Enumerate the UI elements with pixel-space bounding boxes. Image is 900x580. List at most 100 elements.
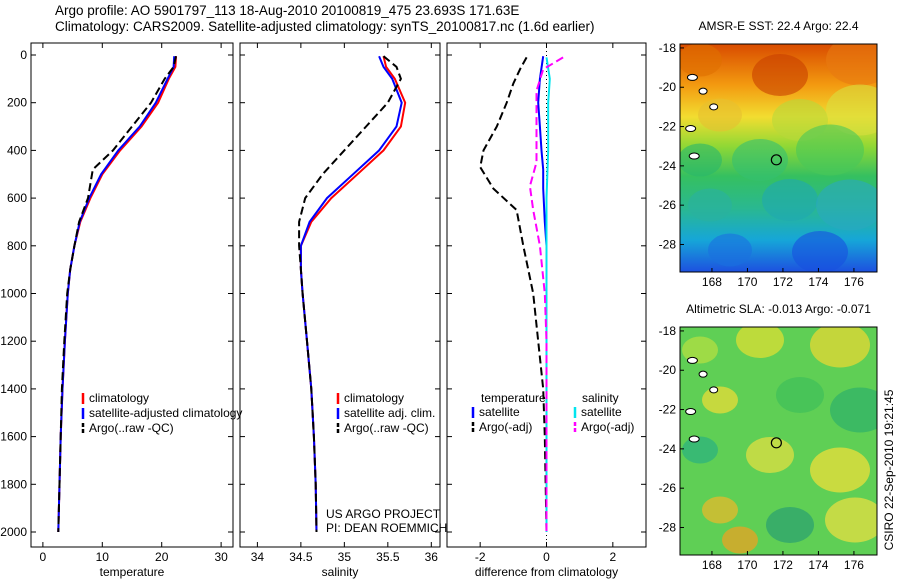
sla-texture-patch (736, 327, 784, 358)
depth-tick-label: 1000 (0, 287, 27, 301)
temperature-xtick-label: 20 (155, 550, 169, 564)
difference-xtick-label: 0 (543, 550, 550, 564)
diff-legend-temperature-title: temperature (481, 391, 546, 405)
sst-texture-patch (762, 179, 818, 221)
depth-tick-label: 1400 (0, 382, 27, 396)
sst-texture-patch (680, 44, 722, 77)
sla-texture-patch (702, 496, 738, 524)
depth-tick-label: 800 (7, 239, 27, 253)
island-shape (686, 356, 698, 364)
diff-legend-sal-argo-label: Argo(-adj) (581, 420, 634, 434)
sst-texture-patch (816, 179, 877, 231)
sst-map-xtick-label: 168 (702, 275, 722, 289)
sla-texture-patch (682, 336, 718, 364)
header-line-2: Climatology: CARS2009. Satellite-adjuste… (55, 19, 595, 34)
salinity-xlabel: salinity (322, 565, 359, 579)
sla-map-xtick-label: 176 (844, 558, 864, 572)
island-shape (685, 408, 697, 416)
sst-map-field (680, 44, 877, 272)
temperature-legend-2-label: Argo(..raw -QC) (89, 421, 174, 435)
depth-tick-label: 0 (20, 48, 27, 62)
salinity-legend-1-label: satellite adj. clim. (344, 406, 435, 420)
salinity-xtick-label: 36 (425, 550, 439, 564)
temperature-axes-frame (30, 42, 234, 548)
depth-tick-label: 1600 (0, 430, 27, 444)
sla-map-ytick-label: -20 (659, 363, 677, 377)
temperature-xtick-label: 30 (214, 550, 228, 564)
sla-texture-patch (776, 377, 824, 413)
sla-texture-patch (682, 436, 718, 464)
salinity-xtick-label: 35 (338, 550, 352, 564)
island-shape (698, 370, 708, 378)
sla-map-ytick-label: -22 (659, 403, 677, 417)
sla-texture-patch (766, 507, 814, 543)
temperature-xlabel: temperature (100, 565, 165, 579)
salinity-legend-0-label: climatology (344, 391, 404, 405)
sst-map-xtick-label: 172 (773, 275, 793, 289)
argo-profile-marker (770, 437, 782, 449)
sst-map-panel: AMSR-E SST: 22.4 Argo: 22.4 168 170 172 174 1… (659, 19, 878, 289)
sst-texture-patch (752, 54, 808, 96)
sla-texture-patch (810, 327, 870, 368)
difference-series-line (528, 56, 564, 532)
sst-texture-patch (732, 139, 788, 181)
salinity-axes-frame (239, 42, 441, 548)
island-shape (698, 87, 708, 95)
temperature-legend-1-label: satellite-adjusted climatology (89, 406, 242, 420)
salinity-legend-2-label: Argo(..raw -QC) (344, 421, 429, 435)
sla-texture-patch (810, 447, 870, 493)
difference-xtick-label: -2 (475, 550, 486, 564)
depth-tick-label: 1800 (0, 477, 27, 491)
temperature-legend-0-label: climatology (89, 391, 149, 405)
island-shape (709, 103, 719, 111)
sst-map-ytick-label: -28 (659, 237, 677, 251)
sla-map-ytick-label: -26 (659, 481, 677, 495)
sla-texture-patch (702, 386, 738, 414)
diff-legend-temp-satellite-label: satellite (479, 405, 520, 419)
sst-map-ytick-label: -24 (659, 159, 677, 173)
difference-xtick-label: 2 (609, 550, 616, 564)
sst-map-ytick-label: -26 (659, 198, 677, 212)
diff-legend-sal-satellite-label: satellite (581, 405, 622, 419)
sla-map-frame (679, 326, 878, 556)
sst-map-xtick-label: 176 (844, 275, 864, 289)
sla-map-panel: Altimetric SLA: -0.013 Argo: -0.071 168 17… (659, 302, 878, 572)
sla-map-xtick-label: 172 (773, 558, 793, 572)
sst-map-frame (679, 43, 878, 273)
temperature-panel: 0 10 20 30 temperature 0 200 400 600 800 1000 1200 1… (0, 42, 234, 579)
sla-map-ytick-label: -18 (659, 324, 677, 338)
island-shape (688, 152, 700, 160)
diff-legend-temp-argo-label: Argo(-adj) (479, 420, 532, 434)
sla-map-title: Altimetric SLA: -0.013 Argo: -0.071 (686, 302, 871, 316)
sst-map-title: AMSR-E SST: 22.4 Argo: 22.4 (698, 19, 858, 33)
difference-series-line (479, 56, 548, 533)
header-line-1: Argo profile: AO 5901797_113 18-Aug-2010… (55, 3, 520, 18)
sla-texture-patch (825, 497, 877, 543)
sst-texture-patch (680, 143, 722, 177)
sla-map-field (680, 327, 877, 555)
salinity-panel: 34 34.5 35 35.5 36 salinity (239, 42, 441, 579)
project-note-line-2: PI: DEAN ROEMMICH (326, 521, 447, 535)
island-shape (709, 386, 719, 394)
sst-map-xtick-label: 170 (737, 275, 757, 289)
temperature-xtick-label: 0 (40, 550, 47, 564)
sst-texture-patch (698, 98, 742, 132)
salinity-series-line (298, 55, 402, 533)
salinity-xtick-label: 34.5 (289, 550, 313, 564)
island-shape (688, 435, 700, 443)
difference-series-line (545, 57, 551, 532)
depth-tick-label: 600 (7, 191, 27, 205)
salinity-xtick-label: 35.5 (376, 550, 400, 564)
sla-map-xtick-label: 168 (702, 558, 722, 572)
sla-texture-patch (722, 526, 758, 554)
island-shape (685, 125, 697, 133)
depth-tick-label: 2000 (0, 525, 27, 539)
sla-texture-patch (746, 437, 794, 473)
project-note-line-1: US ARGO PROJECT (326, 507, 441, 521)
sst-map-ytick-label: -22 (659, 120, 677, 134)
sst-map-ytick-label: -20 (659, 80, 677, 94)
sla-map-ytick-label: -24 (659, 442, 677, 456)
sst-texture-patch (708, 233, 752, 267)
